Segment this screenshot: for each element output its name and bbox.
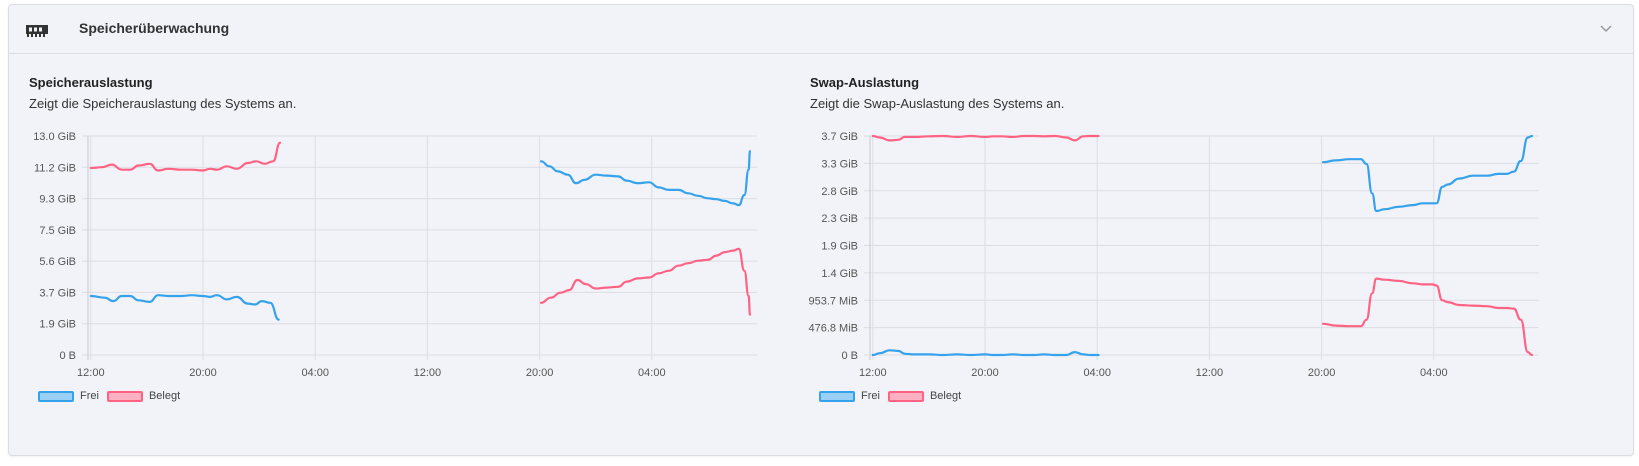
y-tick-label: 3.3 GiB [821, 158, 858, 170]
x-tick-label: 04:00 [638, 367, 666, 379]
memory-chart-description: Zeigt die Speicherauslastung des Systems… [29, 96, 297, 111]
y-tick-label: 0 B [841, 350, 858, 362]
panel-header[interactable]: Speicherüberwachung [9, 5, 1633, 54]
legend-item-used[interactable]: Belegt [887, 390, 962, 402]
memory-usage-chart: 0 B 1.9 GiB 3.7 GiB 5.6 GiB 7.5 GiB 9.3 GiB 11… [33, 131, 757, 379]
panel-title: Speicherüberwachung [79, 20, 230, 36]
legend-swatch-free [819, 390, 855, 402]
x-tick-label: 04:00 [301, 367, 329, 379]
memory-chart-title: Speicherauslastung [29, 75, 153, 90]
x-tick-label: 12:00 [414, 367, 442, 379]
memory-legend: Frei Belegt [38, 390, 188, 402]
y-tick-label: 7.5 GiB [39, 225, 76, 237]
swap-series-used-line-segment-1[interactable] [871, 134, 1100, 142]
legend-label-free: Frei [861, 390, 880, 402]
x-tick-label: 12:00 [859, 367, 887, 379]
legend-label-used: Belegt [148, 390, 181, 402]
x-tick-label: 20:00 [1308, 367, 1336, 379]
memory-series-free-line-segment-1[interactable] [89, 294, 280, 321]
legend-label-used: Belegt [929, 390, 962, 402]
y-tick-label: 3.7 GiB [821, 131, 858, 143]
y-tick-label: 2.3 GiB [821, 213, 858, 225]
legend-swatch-used [106, 390, 143, 402]
x-tick-label: 04:00 [1420, 367, 1448, 379]
y-tick-label: 11.2 GiB [34, 162, 76, 174]
swap-series-free-line-segment-2[interactable] [1321, 134, 1534, 213]
x-tick-label: 20:00 [189, 367, 217, 379]
memory-series-used-line-segment-2[interactable] [539, 247, 752, 316]
memory-icon [26, 25, 48, 37]
y-tick-label: 1.4 GiB [821, 268, 858, 280]
memory-monitor-panel: Speicherüberwachung Speicherauslastung Z… [8, 4, 1634, 456]
x-tick-label: 12:00 [1196, 367, 1224, 379]
y-tick-label: 9.3 GiB [39, 194, 76, 206]
y-tick-label: 953.7 MiB [808, 295, 858, 307]
memory-series-free-line-segment-2[interactable] [539, 150, 752, 207]
y-tick-label: 5.6 GiB [39, 256, 76, 268]
x-tick-label: 20:00 [971, 367, 999, 379]
legend-item-free[interactable]: Frei [38, 390, 99, 402]
swap-chart-title: Swap-Auslastung [810, 75, 920, 90]
legend-item-free[interactable]: Frei [819, 390, 880, 402]
legend-label-free: Frei [80, 390, 99, 402]
legend-swatch-used [887, 390, 924, 402]
swap-series-free-line-segment-1[interactable] [871, 349, 1100, 357]
y-tick-label: 476.8 MiB [808, 323, 858, 335]
legend-swatch-free [38, 390, 74, 402]
x-tick-label: 04:00 [1083, 367, 1111, 379]
y-tick-label: 1.9 GiB [39, 319, 76, 331]
y-tick-label: 3.7 GiB [39, 287, 76, 299]
swap-series-used-line-segment-2[interactable] [1321, 277, 1534, 357]
swap-legend: Frei Belegt [819, 390, 969, 402]
y-tick-label: 1.9 GiB [821, 241, 858, 253]
y-tick-label: 0 B [59, 350, 76, 362]
chevron-down-icon[interactable] [1599, 21, 1613, 35]
legend-item-used[interactable]: Belegt [106, 390, 181, 402]
y-tick-label: 13.0 GiB [33, 131, 76, 143]
memory-series-used-line-segment-1[interactable] [89, 141, 282, 172]
swap-chart-description: Zeigt die Swap-Auslastung des Systems an… [810, 96, 1065, 111]
x-tick-label: 12:00 [77, 367, 105, 379]
swap-usage-chart: 0 B 476.8 MiB 953.7 MiB 1.4 GiB 1.9 GiB 2.3 G… [808, 131, 1539, 379]
x-tick-label: 20:00 [526, 367, 554, 379]
y-tick-label: 2.8 GiB [821, 186, 858, 198]
